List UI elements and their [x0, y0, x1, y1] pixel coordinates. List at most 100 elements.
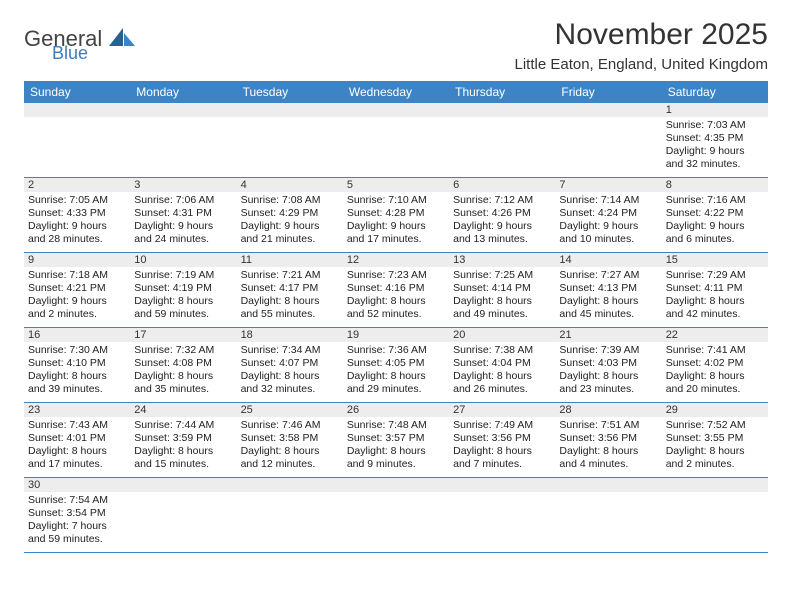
empty-daynum-strip: [237, 103, 343, 117]
day-detail: Sunrise: 7:19 AMSunset: 4:19 PMDaylight:…: [130, 267, 236, 324]
daylight-text-1: Daylight: 9 hours: [28, 295, 126, 308]
sunset-text: Sunset: 4:13 PM: [559, 282, 657, 295]
day-number: 5: [343, 178, 449, 192]
calendar-cell: 29Sunrise: 7:52 AMSunset: 3:55 PMDayligh…: [662, 403, 768, 478]
calendar-cell: 26Sunrise: 7:48 AMSunset: 3:57 PMDayligh…: [343, 403, 449, 478]
daylight-text-1: Daylight: 9 hours: [347, 220, 445, 233]
daylight-text-2: and 39 minutes.: [28, 383, 126, 396]
sunrise-text: Sunrise: 7:34 AM: [241, 344, 339, 357]
daylight-text-1: Daylight: 9 hours: [134, 220, 232, 233]
day-header: Monday: [130, 81, 236, 103]
daylight-text-2: and 20 minutes.: [666, 383, 764, 396]
daylight-text-1: Daylight: 8 hours: [28, 445, 126, 458]
day-detail: Sunrise: 7:48 AMSunset: 3:57 PMDaylight:…: [343, 417, 449, 474]
sunset-text: Sunset: 4:07 PM: [241, 357, 339, 370]
sunset-text: Sunset: 4:11 PM: [666, 282, 764, 295]
sunrise-text: Sunrise: 7:30 AM: [28, 344, 126, 357]
daylight-text-2: and 17 minutes.: [28, 458, 126, 471]
day-number: 10: [130, 253, 236, 267]
daylight-text-2: and 55 minutes.: [241, 308, 339, 321]
empty-daynum-strip: [130, 103, 236, 117]
daylight-text-2: and 29 minutes.: [347, 383, 445, 396]
location-text: Little Eaton, England, United Kingdom: [515, 56, 769, 73]
calendar-cell: [130, 478, 236, 553]
sunset-text: Sunset: 3:57 PM: [347, 432, 445, 445]
empty-daynum-strip: [449, 478, 555, 492]
calendar-cell: 12Sunrise: 7:23 AMSunset: 4:16 PMDayligh…: [343, 253, 449, 328]
daylight-text-1: Daylight: 8 hours: [241, 295, 339, 308]
calendar-week-row: 9Sunrise: 7:18 AMSunset: 4:21 PMDaylight…: [24, 253, 768, 328]
calendar-week-row: 23Sunrise: 7:43 AMSunset: 4:01 PMDayligh…: [24, 403, 768, 478]
sunrise-text: Sunrise: 7:36 AM: [347, 344, 445, 357]
daylight-text-1: Daylight: 8 hours: [347, 370, 445, 383]
daylight-text-2: and 52 minutes.: [347, 308, 445, 321]
calendar-cell: 20Sunrise: 7:38 AMSunset: 4:04 PMDayligh…: [449, 328, 555, 403]
empty-daynum-strip: [24, 103, 130, 117]
day-number: 12: [343, 253, 449, 267]
sunrise-text: Sunrise: 7:18 AM: [28, 269, 126, 282]
day-detail: Sunrise: 7:21 AMSunset: 4:17 PMDaylight:…: [237, 267, 343, 324]
sunrise-text: Sunrise: 7:52 AM: [666, 419, 764, 432]
day-number: 24: [130, 403, 236, 417]
calendar-cell: 19Sunrise: 7:36 AMSunset: 4:05 PMDayligh…: [343, 328, 449, 403]
day-detail: Sunrise: 7:39 AMSunset: 4:03 PMDaylight:…: [555, 342, 661, 399]
daylight-text-1: Daylight: 9 hours: [666, 220, 764, 233]
daylight-text-2: and 2 minutes.: [28, 308, 126, 321]
day-detail: Sunrise: 7:05 AMSunset: 4:33 PMDaylight:…: [24, 192, 130, 249]
day-detail: Sunrise: 7:18 AMSunset: 4:21 PMDaylight:…: [24, 267, 130, 324]
sunrise-text: Sunrise: 7:54 AM: [28, 494, 126, 507]
calendar-cell: 14Sunrise: 7:27 AMSunset: 4:13 PMDayligh…: [555, 253, 661, 328]
day-number: 6: [449, 178, 555, 192]
daylight-text-1: Daylight: 8 hours: [134, 370, 232, 383]
daylight-text-1: Daylight: 8 hours: [347, 295, 445, 308]
calendar-thead: Sunday Monday Tuesday Wednesday Thursday…: [24, 81, 768, 103]
title-block: November 2025 Little Eaton, England, Uni…: [515, 18, 769, 73]
calendar-cell: [343, 478, 449, 553]
sunset-text: Sunset: 4:35 PM: [666, 132, 764, 145]
day-detail: Sunrise: 7:38 AMSunset: 4:04 PMDaylight:…: [449, 342, 555, 399]
daylight-text-1: Daylight: 9 hours: [28, 220, 126, 233]
day-number: 9: [24, 253, 130, 267]
daylight-text-1: Daylight: 9 hours: [453, 220, 551, 233]
sunrise-text: Sunrise: 7:12 AM: [453, 194, 551, 207]
daylight-text-2: and 28 minutes.: [28, 233, 126, 246]
calendar-tbody: 1Sunrise: 7:03 AMSunset: 4:35 PMDaylight…: [24, 103, 768, 553]
daylight-text-2: and 9 minutes.: [347, 458, 445, 471]
day-number: 2: [24, 178, 130, 192]
day-header: Friday: [555, 81, 661, 103]
calendar-week-row: 30Sunrise: 7:54 AMSunset: 3:54 PMDayligh…: [24, 478, 768, 553]
daylight-text-2: and 59 minutes.: [28, 533, 126, 546]
daylight-text-1: Daylight: 8 hours: [559, 445, 657, 458]
daylight-text-2: and 24 minutes.: [134, 233, 232, 246]
calendar-cell: 23Sunrise: 7:43 AMSunset: 4:01 PMDayligh…: [24, 403, 130, 478]
sunset-text: Sunset: 4:04 PM: [453, 357, 551, 370]
day-number: 28: [555, 403, 661, 417]
day-detail: Sunrise: 7:34 AMSunset: 4:07 PMDaylight:…: [237, 342, 343, 399]
sunrise-text: Sunrise: 7:38 AM: [453, 344, 551, 357]
calendar-cell: [237, 103, 343, 178]
daylight-text-2: and 6 minutes.: [666, 233, 764, 246]
day-detail: Sunrise: 7:14 AMSunset: 4:24 PMDaylight:…: [555, 192, 661, 249]
empty-daynum-strip: [662, 478, 768, 492]
daylight-text-2: and 4 minutes.: [559, 458, 657, 471]
sunset-text: Sunset: 4:19 PM: [134, 282, 232, 295]
day-number: 29: [662, 403, 768, 417]
sunset-text: Sunset: 4:08 PM: [134, 357, 232, 370]
calendar-cell: 3Sunrise: 7:06 AMSunset: 4:31 PMDaylight…: [130, 178, 236, 253]
daylight-text-2: and 7 minutes.: [453, 458, 551, 471]
sunset-text: Sunset: 4:14 PM: [453, 282, 551, 295]
day-detail: Sunrise: 7:36 AMSunset: 4:05 PMDaylight:…: [343, 342, 449, 399]
day-detail: Sunrise: 7:25 AMSunset: 4:14 PMDaylight:…: [449, 267, 555, 324]
month-title: November 2025: [515, 18, 769, 52]
daylight-text-2: and 2 minutes.: [666, 458, 764, 471]
day-header: Tuesday: [237, 81, 343, 103]
calendar-cell: 27Sunrise: 7:49 AMSunset: 3:56 PMDayligh…: [449, 403, 555, 478]
sunset-text: Sunset: 4:33 PM: [28, 207, 126, 220]
day-number: 7: [555, 178, 661, 192]
sunrise-text: Sunrise: 7:48 AM: [347, 419, 445, 432]
calendar-cell: 10Sunrise: 7:19 AMSunset: 4:19 PMDayligh…: [130, 253, 236, 328]
day-detail: Sunrise: 7:32 AMSunset: 4:08 PMDaylight:…: [130, 342, 236, 399]
sunset-text: Sunset: 3:58 PM: [241, 432, 339, 445]
calendar-cell: 21Sunrise: 7:39 AMSunset: 4:03 PMDayligh…: [555, 328, 661, 403]
day-number: 21: [555, 328, 661, 342]
